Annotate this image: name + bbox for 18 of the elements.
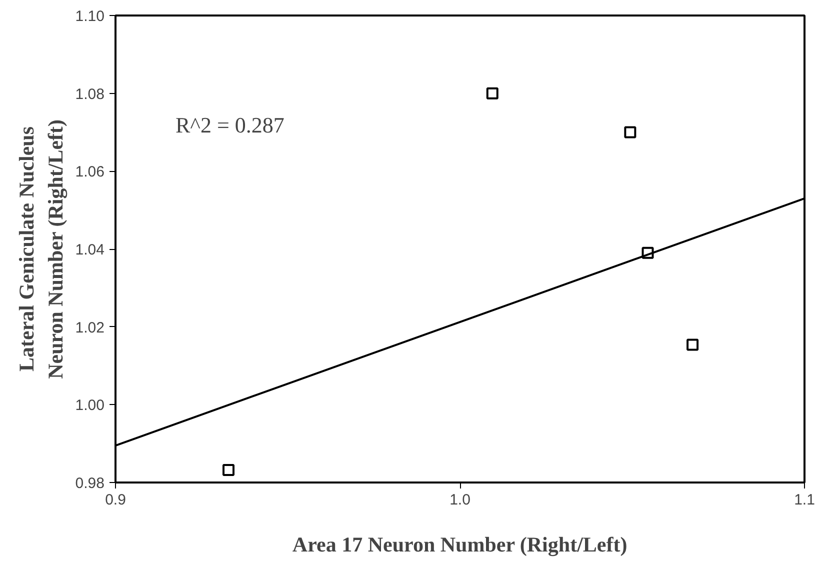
y-tick-label: 1.06 bbox=[75, 164, 105, 181]
point bbox=[686, 338, 699, 351]
x-tick-label: 1.0 bbox=[450, 492, 470, 508]
y-tick-label: 1.00 bbox=[75, 397, 105, 414]
point bbox=[624, 126, 636, 138]
y-tick-label: 1.08 bbox=[75, 86, 105, 103]
x-tick-label: 1.1 bbox=[794, 492, 815, 508]
point bbox=[642, 246, 654, 259]
x-tick-label: 0.9 bbox=[105, 492, 126, 508]
x-axis-title: Area 17 Neuron Number (Right/Left) bbox=[292, 532, 628, 556]
y-tick-label: 1.02 bbox=[75, 319, 105, 336]
annotation: R^2 = 0.287 bbox=[176, 112, 284, 138]
y-axis-title: Lateral Geniculate Nucleus Neuron Number (Right/Left) bbox=[14, 119, 68, 379]
y-tick-label: 0.98 bbox=[75, 475, 105, 492]
y-tick-label: 1.04 bbox=[75, 242, 105, 258]
y-tick-label: 1.10 bbox=[75, 8, 105, 25]
point bbox=[222, 464, 234, 476]
point bbox=[486, 87, 498, 100]
